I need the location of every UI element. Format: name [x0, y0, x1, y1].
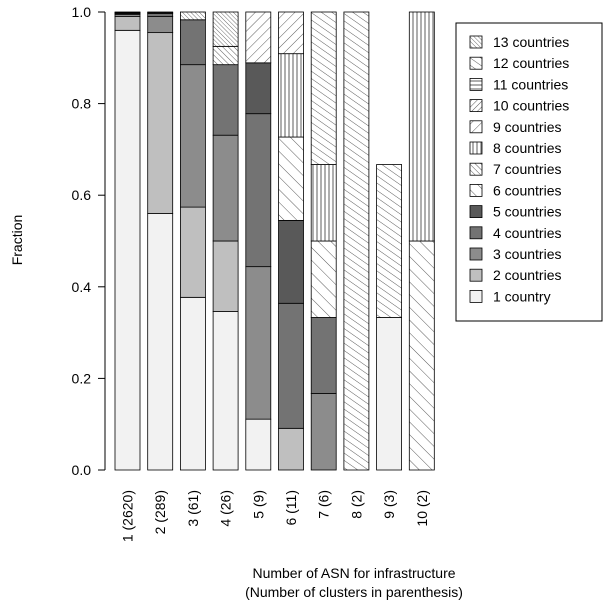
- legend-label-5-countries: 5 countries: [493, 204, 561, 220]
- bar-segment-7-6-6-countries: [310, 240, 337, 318]
- x-tick-label-10-2: 10 (2): [414, 490, 430, 527]
- bar-segment-6-11-5-countries: [278, 219, 304, 304]
- bar-segment-6-11-2-countries: [278, 427, 304, 471]
- bar-segment-3-61-13-countries: [179, 11, 206, 21]
- legend-swatch-6-countries: [469, 183, 483, 197]
- bar-segment-5-9-5-countries: [245, 62, 272, 115]
- bar-segment-9-3-12-countries: [376, 164, 403, 318]
- legend-swatch-5-countries: [469, 205, 483, 219]
- bar-segment-5-9-9-countries: [245, 11, 272, 64]
- x-tick-label-6-11: 6 (11): [283, 490, 299, 526]
- bar-segment-10-2-8-countries: [408, 11, 435, 242]
- bar-segment-7-6-3-countries: [310, 393, 337, 471]
- legend-label-10-countries: 10 countries: [493, 98, 569, 114]
- bar-segment-2-289-4-countries: [147, 12, 174, 17]
- legend-label-8-countries: 8 countries: [493, 140, 561, 156]
- bar-segment-4-26-1-country: [212, 311, 239, 471]
- legend-swatch-3-countries: [469, 247, 483, 261]
- y-axis: 0.0 0.2 0.4 0.6 0.8 1.0: [72, 4, 106, 478]
- bar-segment-3-61-4-countries: [179, 19, 206, 66]
- bar-segment-7-6-8-countries: [310, 164, 337, 242]
- bar-segment-5-9-1-country: [245, 418, 272, 471]
- bar-segment-6-11-4-countries: [278, 302, 304, 429]
- legend-label-6-countries: 6 countries: [493, 182, 561, 198]
- x-axis-label-line1: Number of ASN for infrastructure: [252, 565, 455, 581]
- legend-label-7-countries: 7 countries: [493, 161, 561, 177]
- legend-swatch-8-countries: [469, 141, 483, 155]
- bar-segment-6-11-6-countries: [278, 136, 304, 221]
- x-tick-label-8-2: 8 (2): [348, 490, 364, 519]
- legend-label-4-countries: 4 countries: [493, 225, 561, 241]
- x-tick-label-9-3: 9 (3): [381, 490, 397, 519]
- bar-segment-6-11-8-countries: [278, 53, 304, 138]
- y-axis-label: Fraction: [9, 215, 25, 266]
- bar-segment-7-6-12-countries: [310, 11, 337, 165]
- legend: 13 countries 12 countries 11 countries 10 c…: [455, 22, 603, 322]
- legend-label-1-country: 1 country: [493, 288, 551, 304]
- x-tick-label-7-6: 7 (6): [316, 490, 332, 519]
- y-tick-label: 0.8: [72, 96, 92, 112]
- bar-segment-1-2620-2-countries: [114, 16, 141, 31]
- bar-segment-2-289-3-countries: [147, 16, 174, 34]
- bar-segment-10-2-6-countries: [408, 240, 435, 471]
- bar-segment-3-61-3-countries: [179, 64, 206, 208]
- legend-swatch-7-countries: [469, 162, 483, 176]
- bar-segment-1-2620-1-country: [114, 29, 141, 471]
- legend-label-9-countries: 9 countries: [493, 119, 561, 135]
- x-tick-label-2-289: 2 (289): [152, 490, 168, 534]
- x-tick-label-3-61: 3 (61): [185, 490, 201, 527]
- bar-segment-4-26-7-countries: [212, 45, 239, 66]
- legend-label-12-countries: 12 countries: [493, 55, 569, 71]
- bar-segment-7-6-4-countries: [310, 317, 337, 394]
- bars-group: [114, 11, 435, 471]
- bar-segment-6-11-9-countries: [278, 11, 304, 55]
- bar-segment-2-289-1-country: [147, 213, 174, 471]
- bar-segment-5-9-3-countries: [245, 266, 272, 420]
- y-tick-label: 1.0: [72, 4, 92, 20]
- legend-swatch-13-countries: [469, 35, 483, 49]
- x-tick-labels: 1 (2620) 2 (289) 3 (61) 4 (26) 5 (9) 6 (11) 7 …: [120, 490, 430, 542]
- x-tick-label-4-26: 4 (26): [218, 490, 234, 527]
- x-tick-label-1-2620: 1 (2620): [120, 490, 136, 542]
- legend-label-11-countries: 11 countries: [493, 76, 568, 92]
- legend-swatch-2-countries: [469, 268, 483, 282]
- bar-segment-4-26-4-countries: [212, 64, 239, 136]
- bar-segment-3-61-2-countries: [179, 206, 206, 298]
- legend-swatch-10-countries: [469, 99, 483, 112]
- legend-label-13-countries: 13 countries: [493, 34, 569, 50]
- bar-segment-4-26-13-countries: [212, 11, 239, 47]
- bar-segment-2-289-2-countries: [147, 32, 174, 214]
- y-tick-label: 0.2: [72, 370, 92, 386]
- y-tick-label: 0.6: [72, 187, 92, 203]
- bar-segment-4-26-3-countries: [212, 134, 239, 242]
- bar-segment-8-2-12-countries: [343, 11, 370, 471]
- legend-swatch-4-countries: [469, 226, 483, 240]
- legend-swatch-11-countries: [469, 78, 483, 91]
- x-tick-label-5-9: 5 (9): [250, 490, 266, 519]
- bar-segment-4-26-2-countries: [212, 240, 239, 312]
- bar-segment-3-61-1-country: [179, 296, 206, 471]
- bar-segment-5-9-4-countries: [245, 113, 272, 268]
- legend-swatch-12-countries: [469, 56, 483, 70]
- legend-swatch-1-country: [469, 289, 483, 303]
- legend-swatch-9-countries: [469, 120, 483, 134]
- y-tick-label: 0.0: [72, 462, 92, 478]
- bar-segment-9-3-1-country: [376, 317, 403, 471]
- y-tick-label: 0.4: [72, 279, 92, 295]
- legend-label-2-countries: 2 countries: [493, 267, 561, 283]
- x-axis-label-line2: (Number of clusters in parenthesis): [245, 584, 463, 600]
- legend-label-3-countries: 3 countries: [493, 246, 561, 262]
